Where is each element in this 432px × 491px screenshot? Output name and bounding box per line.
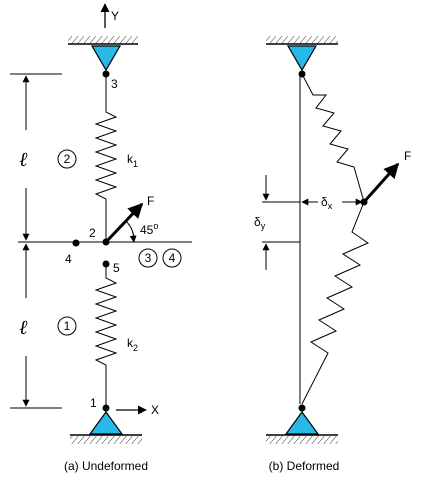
x-axis-label: X <box>151 403 159 417</box>
spring-k2-label: k2 <box>127 336 138 353</box>
node-1-label: 1 <box>90 396 97 410</box>
element-2-circle <box>57 149 77 169</box>
delta-y-label: δy <box>254 215 266 231</box>
element-4-circle <box>162 248 182 268</box>
deformed-bottom-ground <box>266 434 338 444</box>
undeformed-view: Y 3 k1 2 2 F 45o 3 4 <box>10 3 192 473</box>
caption-deformed: (b) Deformed <box>269 459 340 473</box>
element-3-label: 3 <box>145 251 152 265</box>
delta-x-label: δx <box>321 195 333 211</box>
node-4-point <box>72 239 80 247</box>
spring-k1 <box>94 74 118 240</box>
deformed-view: F δx δy (b) Deformed <box>254 36 411 473</box>
top-support <box>90 45 122 72</box>
bottom-ground <box>70 434 142 444</box>
node-1-point <box>102 404 110 412</box>
node-3-label: 3 <box>111 77 118 91</box>
deformed-bottom-support <box>284 410 320 435</box>
element-4-label: 4 <box>169 251 176 265</box>
force-label: F <box>147 194 154 208</box>
y-axis-label: Y <box>111 9 119 23</box>
length-upper-label: ℓ <box>19 147 28 171</box>
node-4-label: 4 <box>65 252 72 266</box>
element-1-label: 1 <box>64 319 71 333</box>
angle-arc <box>125 220 135 243</box>
angle-label: 45o <box>140 221 158 237</box>
bottom-support <box>88 410 124 435</box>
spring-k1-label: k1 <box>127 152 138 169</box>
displacement-dimensions <box>262 175 363 270</box>
deformed-spring-lower <box>301 201 370 405</box>
element-2-label: 2 <box>64 152 71 166</box>
angle-arc-arrow <box>129 234 137 243</box>
element-3-circle <box>138 248 158 268</box>
spring-k2 <box>94 264 118 406</box>
caption-undeformed: (a) Undeformed <box>64 459 148 473</box>
deformed-force-label: F <box>404 149 411 163</box>
node-5-label: 5 <box>113 261 120 275</box>
deformed-spring-upper <box>301 73 365 203</box>
deformed-bottom-node <box>298 404 306 412</box>
deformed-force-arrow <box>362 162 400 204</box>
deformed-top-support <box>286 45 318 72</box>
length-lower-label: ℓ <box>19 315 28 339</box>
deformed-top-ground <box>266 36 338 45</box>
node-2-label: 2 <box>89 226 96 240</box>
force-arrow <box>104 202 144 244</box>
top-ground <box>68 36 138 45</box>
element-1-circle <box>57 316 77 336</box>
length-dimensions <box>10 73 62 409</box>
